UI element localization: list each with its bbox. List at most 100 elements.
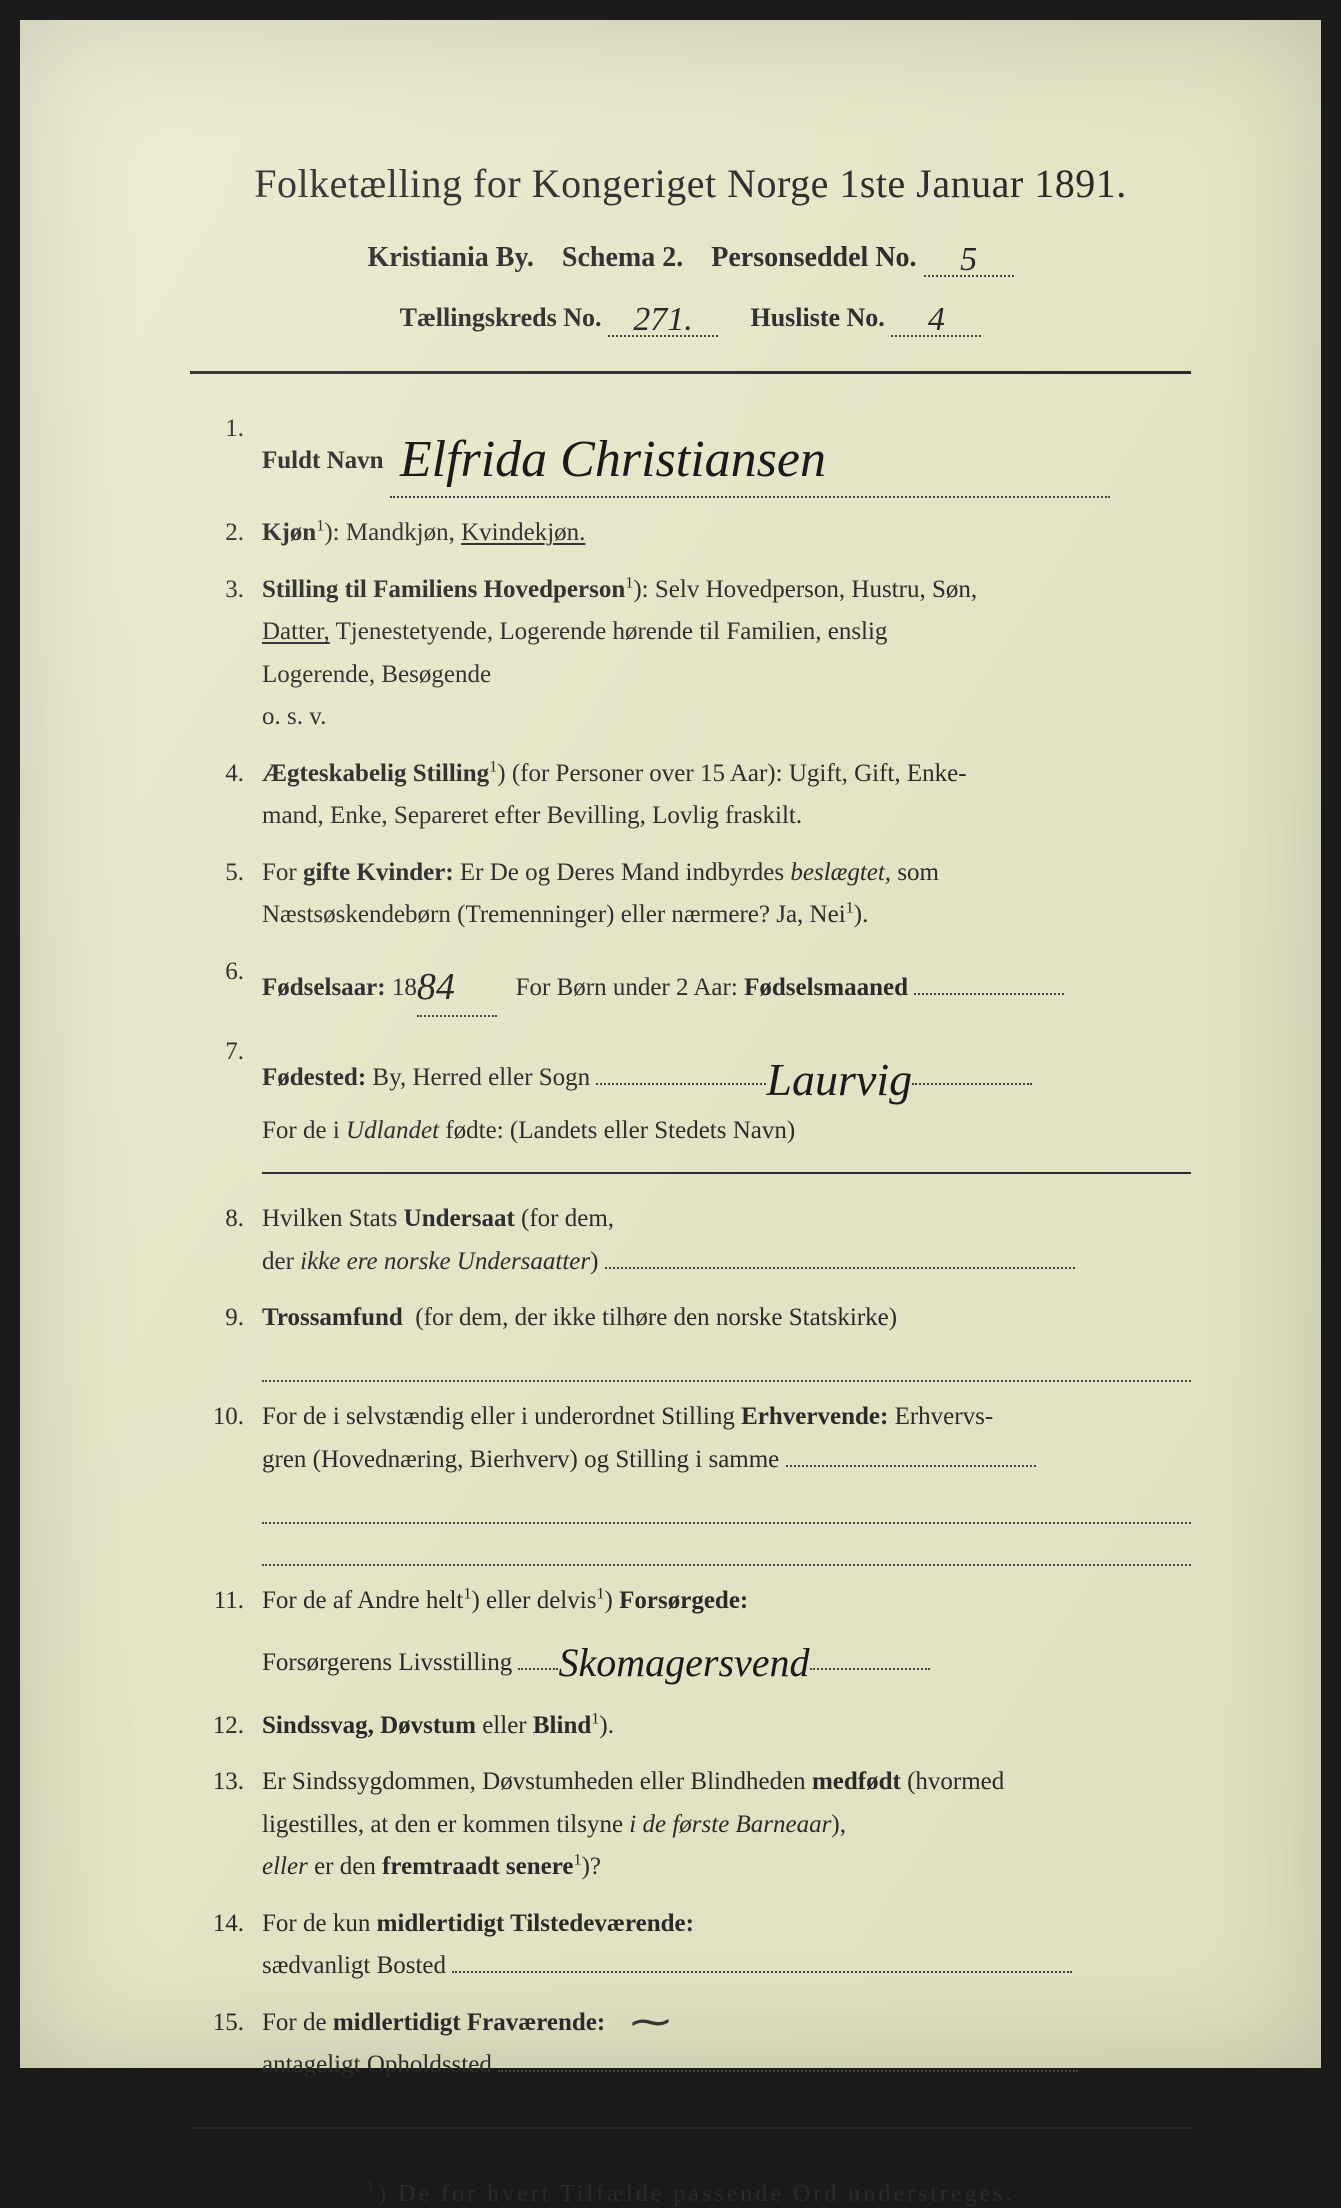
- q8-line2a: der: [262, 1248, 294, 1275]
- q2: 2. Kjøn1): Mandkjøn, Kvindekjøn.: [200, 512, 1191, 555]
- q9-label: Trossamfund: [262, 1304, 403, 1331]
- q4-sup: 1: [489, 758, 497, 776]
- rule-bottom: [190, 2127, 1191, 2129]
- q3-line2b: Tjenestetyende, Logerende hørende til Fa…: [336, 618, 888, 645]
- q15-text-a: For de: [262, 2009, 327, 2036]
- q1-num: 1.: [200, 408, 262, 498]
- q3-text: Selv Hovedperson, Hustru, Søn,: [655, 576, 977, 603]
- q14-text-a: For de kun: [262, 1910, 370, 1937]
- q7-text: By, Herred eller Sogn: [372, 1064, 590, 1091]
- q3-line3: Logerende, Besøgende: [262, 661, 491, 688]
- q8-text-b: (for dem,: [521, 1205, 614, 1232]
- q13-line2b: ),: [831, 1811, 846, 1838]
- q11-text-c: ): [605, 1587, 613, 1614]
- header-row-1: Kristiania By. Schema 2. Personseddel No…: [190, 237, 1191, 277]
- q9-text: (for dem, der ikke tilhøre den norske St…: [415, 1304, 897, 1331]
- q5-line2: Næstsøskendebørn (Tremenninger) eller næ…: [262, 901, 846, 928]
- q8-num: 8.: [200, 1198, 262, 1283]
- q6-label2: Fødselsmaaned: [744, 974, 908, 1001]
- q3: 3. Stilling til Familiens Hovedperson1):…: [200, 569, 1191, 739]
- q13-sup: 1: [573, 1851, 581, 1869]
- q3-num: 3.: [200, 569, 262, 739]
- header-row-2: Tællingskreds No. 271. Husliste No. 4: [190, 297, 1191, 337]
- census-form-page: Folketælling for Kongeriget Norge 1ste J…: [20, 20, 1321, 2068]
- q3-sup: 1: [625, 574, 633, 592]
- ink-smudge: [631, 1998, 711, 2018]
- q4-num: 4.: [200, 753, 262, 838]
- q14: 14. For de kun midlertidigt Tilstedevære…: [200, 1903, 1191, 1988]
- personseddel-label: Personseddel No.: [711, 242, 916, 273]
- q13: 13. Er Sindssygdommen, Døvstumheden elle…: [200, 1761, 1191, 1889]
- q8-label: Undersaat: [404, 1205, 515, 1232]
- personseddel-value: 5: [960, 241, 977, 278]
- q7-line2b: fødte: (Landets eller Stedets Navn): [445, 1117, 795, 1144]
- q13-line2i: i de første Barneaar: [629, 1811, 831, 1838]
- q12-label-a: Sindssvag, Døvstum: [262, 1712, 476, 1739]
- q5-text-i: beslægtet,: [790, 859, 891, 886]
- q15-num: 15.: [200, 2002, 262, 2087]
- q13-line3b: )?: [582, 1853, 601, 1880]
- q14-line2: sædvanligt Bosted: [262, 1952, 446, 1979]
- q12-tail: ).: [599, 1712, 614, 1739]
- q6-num: 6.: [200, 951, 262, 1018]
- schema-label: Schema 2.: [562, 242, 683, 273]
- q11-value: Skomagersvend: [558, 1640, 809, 1685]
- q15-line2: antageligt Opholdssted: [262, 2051, 492, 2078]
- q13-line3a: er den: [314, 1853, 376, 1880]
- husliste-value: 4: [928, 301, 945, 338]
- q13-num: 13.: [200, 1761, 262, 1889]
- q6-year: 84: [417, 966, 455, 1008]
- q5-sup: 1: [846, 899, 854, 917]
- q13-label-a: medfødt: [812, 1768, 901, 1795]
- q5-pre: For: [262, 859, 303, 886]
- rule-top: [190, 371, 1191, 374]
- q2-sup: 1: [316, 517, 324, 535]
- q13-line2a: ligestilles, at den er kommen tilsyne: [262, 1811, 623, 1838]
- q14-num: 14.: [200, 1903, 262, 1988]
- q6-mid: For Børn under 2 Aar:: [516, 974, 738, 1001]
- q15-label: midlertidigt Fraværende:: [333, 2009, 605, 2036]
- q9-num: 9.: [200, 1297, 262, 1382]
- q4-label: Ægteskabelig Stilling: [262, 760, 489, 787]
- q4-line2: mand, Enke, Separeret efter Bevilling, L…: [262, 802, 802, 829]
- city-label: Kristiania By.: [367, 242, 533, 273]
- q11: 11. For de af Andre helt1) eller delvis1…: [200, 1580, 1191, 1691]
- q11-sup2: 1: [596, 1585, 604, 1603]
- q12-text: eller: [482, 1712, 526, 1739]
- footnote: 1) De for hvert Tilfælde passende Ord un…: [190, 2179, 1191, 2208]
- q5-tail: ).: [854, 901, 869, 928]
- q11-text-b: ) eller delvis: [471, 1587, 596, 1614]
- q7-line2i: Udlandet: [346, 1117, 439, 1144]
- q13-text-a: Er Sindssygdommen, Døvstumheden eller Bl…: [262, 1768, 806, 1795]
- q5-text: Er De og Deres Mand indbyrdes: [460, 859, 784, 886]
- q12: 12. Sindssvag, Døvstum eller Blind1).: [200, 1705, 1191, 1748]
- q6: 6. Fødselsaar: 1884 For Børn under 2 Aar…: [200, 951, 1191, 1018]
- q11-text-a: For de af Andre helt: [262, 1587, 463, 1614]
- q9: 9. Trossamfund (for dem, der ikke tilhør…: [200, 1297, 1191, 1382]
- q14-label: midlertidigt Tilstedeværende:: [377, 1910, 694, 1937]
- q3-label: Stilling til Familiens Hovedperson: [262, 576, 625, 603]
- q5-label: gifte Kvinder:: [303, 859, 454, 886]
- q11-line2: Forsørgerens Livsstilling: [262, 1649, 512, 1676]
- q10-line2: gren (Hovednæring, Bierhverv) og Stillin…: [262, 1446, 779, 1473]
- rule-mid: [262, 1172, 1191, 1174]
- q5-text2: som: [897, 859, 939, 886]
- q11-num: 11.: [200, 1580, 262, 1691]
- q13-line3i: eller: [262, 1853, 308, 1880]
- q4: 4. Ægteskabelig Stilling1) (for Personer…: [200, 753, 1191, 838]
- questions: 1. Fuldt Navn Elfrida Christiansen 2. Kj…: [190, 408, 1191, 2087]
- q7-value: Laurvig: [766, 1054, 912, 1105]
- q8-text-a: Hvilken Stats: [262, 1205, 397, 1232]
- q11-label: Forsørgede:: [619, 1587, 748, 1614]
- q10-label: Erhvervende:: [741, 1403, 888, 1430]
- q8: 8. Hvilken Stats Undersaat (for dem, der…: [200, 1198, 1191, 1283]
- q8-line2b: ): [590, 1248, 598, 1275]
- q6-label: Fødselsaar:: [262, 974, 386, 1001]
- footnote-text: ) De for hvert Tilfælde passende Ord und…: [378, 2181, 1015, 2207]
- q1-label: Fuldt Navn: [262, 447, 384, 474]
- q2-opt-female: Kvindekjøn.: [461, 519, 585, 546]
- q12-num: 12.: [200, 1705, 262, 1748]
- q10-text-b: Erhvervs-: [895, 1403, 994, 1430]
- q10: 10. For de i selvstændig eller i underor…: [200, 1396, 1191, 1566]
- q7: 7. Fødested: By, Herred eller Sogn Laurv…: [200, 1031, 1191, 1152]
